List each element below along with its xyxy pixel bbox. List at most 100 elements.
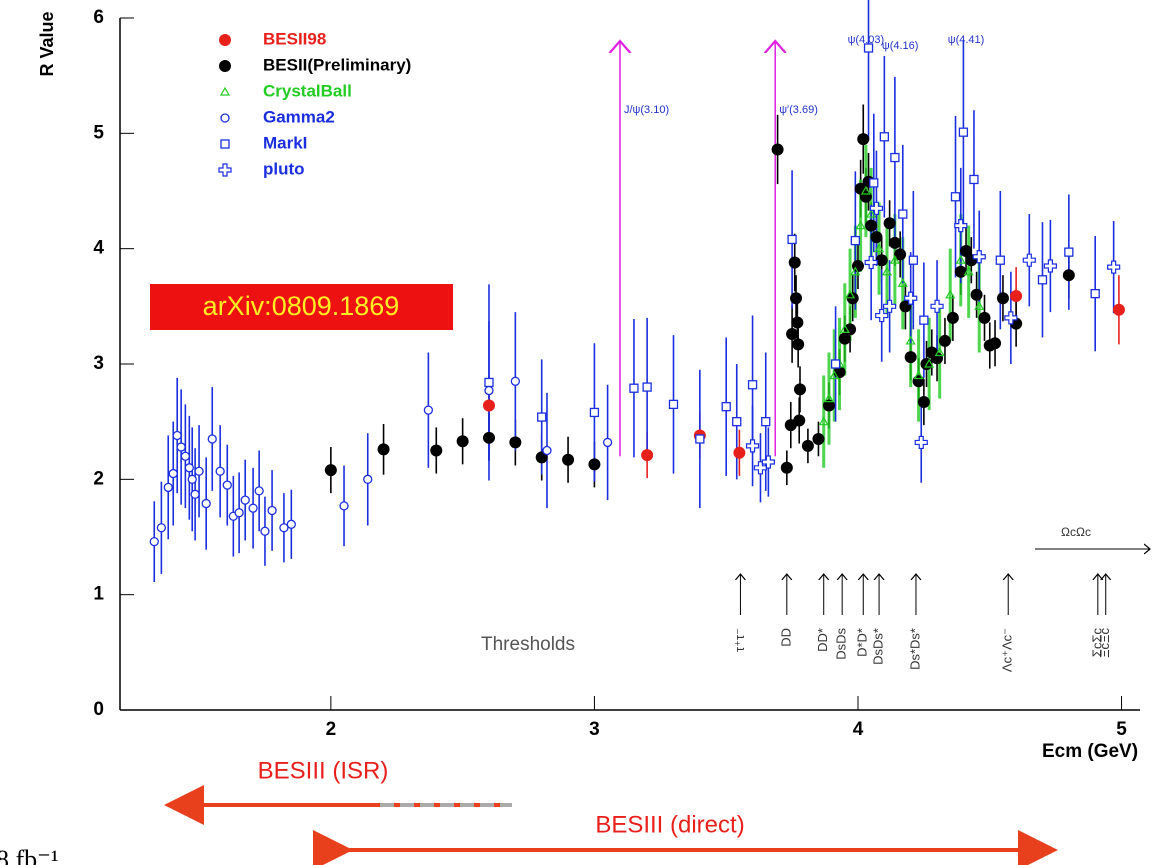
legend-label: Gamma2 xyxy=(263,107,335,126)
point xyxy=(950,192,961,202)
threshold-label: DsDs* xyxy=(871,628,886,665)
point xyxy=(747,380,758,390)
point xyxy=(890,152,900,163)
point xyxy=(194,466,204,476)
point xyxy=(589,407,600,418)
point xyxy=(913,370,924,380)
legend-marker xyxy=(220,113,230,123)
badge-box xyxy=(150,284,453,330)
y-tick-label: 4 xyxy=(93,238,104,259)
point xyxy=(823,393,835,403)
point xyxy=(996,292,1009,305)
point xyxy=(889,254,900,264)
y-tick-label: 0 xyxy=(93,699,104,720)
y-tick-label: 5 xyxy=(93,122,104,143)
legend-label: BESII(Preliminary) xyxy=(263,55,411,74)
point xyxy=(898,209,908,219)
resonance-label: J/ψ(3.10) xyxy=(624,104,669,116)
point xyxy=(904,291,918,305)
point xyxy=(904,351,917,364)
point xyxy=(845,289,856,299)
point xyxy=(172,430,182,441)
point xyxy=(838,332,851,345)
x-tick-label: 3 xyxy=(589,719,600,740)
point xyxy=(780,461,793,474)
threshold-label: D*D* xyxy=(855,628,870,657)
point xyxy=(377,443,390,456)
point xyxy=(912,375,925,388)
x-axis-title: Ecm (GeV) xyxy=(1042,741,1138,762)
point xyxy=(830,359,841,369)
point xyxy=(588,458,601,471)
point xyxy=(793,414,806,427)
point xyxy=(1064,247,1074,257)
resonance-label: ψ(4.03) xyxy=(848,34,885,46)
point xyxy=(989,337,1002,350)
point xyxy=(149,536,159,547)
threshold-label: ΣcΣc xyxy=(1089,628,1104,658)
point xyxy=(156,523,167,533)
point xyxy=(881,266,893,276)
point xyxy=(721,402,731,412)
point xyxy=(753,461,768,475)
point xyxy=(168,468,178,479)
point xyxy=(794,383,806,396)
point xyxy=(1090,288,1100,299)
point xyxy=(788,256,801,269)
point xyxy=(954,265,967,278)
point xyxy=(875,308,889,323)
threshold-label: DsDs xyxy=(834,628,849,660)
legend-marker xyxy=(219,34,231,46)
point xyxy=(642,382,652,392)
point xyxy=(1107,260,1121,274)
point xyxy=(850,266,861,276)
point xyxy=(924,358,935,368)
y-tick-label: 6 xyxy=(93,7,104,28)
point xyxy=(857,133,870,146)
range-label: BESIII (ISR) xyxy=(258,757,389,784)
threshold-label: DD xyxy=(778,628,793,647)
range-label: BESIII (direct) xyxy=(595,811,744,838)
point xyxy=(1022,253,1036,267)
point xyxy=(248,503,258,513)
threshold-label: Λc⁺Λc⁻ xyxy=(1000,628,1015,672)
point xyxy=(812,432,825,445)
point xyxy=(995,255,1005,265)
point xyxy=(863,43,874,53)
point xyxy=(974,301,985,310)
point xyxy=(190,489,200,499)
point xyxy=(184,463,194,473)
point xyxy=(339,501,349,511)
point xyxy=(958,127,969,137)
point xyxy=(456,435,469,448)
threshold-label: τ⁺τ⁻ xyxy=(732,628,747,652)
point xyxy=(894,248,907,261)
point xyxy=(822,399,835,412)
point xyxy=(695,434,705,444)
point xyxy=(865,219,878,232)
point xyxy=(1037,275,1048,285)
point xyxy=(938,334,951,347)
point xyxy=(790,292,803,305)
point xyxy=(484,377,494,388)
resonance-label: ψ(4.41) xyxy=(948,34,985,46)
legend-marker xyxy=(220,139,230,149)
point xyxy=(668,399,679,410)
point xyxy=(960,244,973,257)
y-tick-label: 3 xyxy=(93,353,104,374)
y-tick-label: 1 xyxy=(93,584,104,605)
point xyxy=(870,231,883,244)
point xyxy=(934,347,945,357)
legend-label: BESII98 xyxy=(263,29,326,48)
point xyxy=(537,412,547,422)
point xyxy=(240,495,250,505)
point xyxy=(732,417,742,427)
point xyxy=(883,299,897,313)
legend-label: MarkI xyxy=(263,133,307,152)
point xyxy=(509,436,522,449)
point xyxy=(324,464,337,477)
x-tick-label: 4 xyxy=(853,719,864,740)
point xyxy=(969,174,979,185)
threshold-title: Thresholds xyxy=(481,634,575,655)
